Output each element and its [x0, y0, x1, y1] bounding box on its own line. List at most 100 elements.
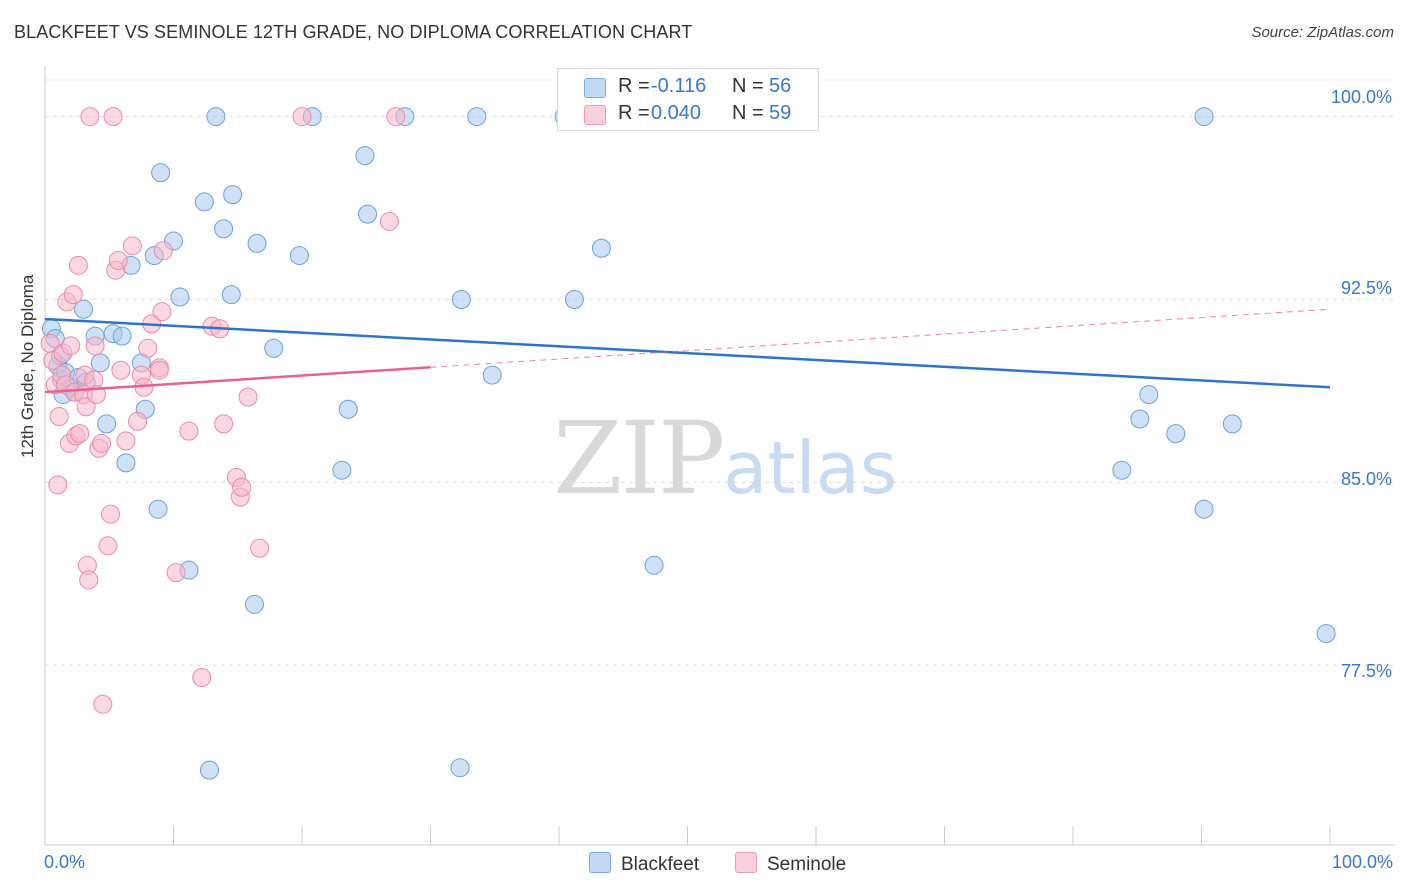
blackfeet-trend-line: [44, 317, 1331, 389]
blackfeet-point: [1194, 499, 1214, 519]
seminole-point: [116, 431, 136, 451]
seminole-point: [250, 538, 270, 558]
blackfeet-point: [1139, 385, 1159, 405]
grid-lines: [45, 79, 1395, 666]
seminole-trend-extension: [430, 308, 1331, 368]
blackfeet-point: [289, 246, 309, 266]
seminole-swatch: [735, 852, 757, 873]
blackfeet-point: [1316, 624, 1336, 644]
seminole-point: [111, 360, 131, 380]
seminole-point: [192, 667, 212, 687]
seminole-point: [153, 241, 173, 261]
y-tick-label: 85.0%: [1340, 469, 1392, 489]
seminole-point: [149, 360, 169, 380]
legend-item-blackfeet: Blackfeet: [589, 852, 699, 876]
watermark-atlas: atlas: [723, 426, 898, 510]
seminole-point: [122, 236, 142, 256]
correlation-legend: R = -0.116 N = 56 R = 0.040 N = 59: [557, 68, 819, 131]
legend-row-seminole: R = 0.040 N = 59: [558, 102, 818, 128]
seminole-point: [138, 338, 158, 358]
blackfeet-point: [358, 204, 378, 224]
legend-row-blackfeet: R = -0.116 N = 56: [558, 75, 818, 101]
r-value: 0.040: [651, 102, 702, 124]
blackfeet-point: [74, 299, 94, 319]
seminole-point: [49, 407, 69, 427]
seminole-point: [179, 421, 199, 441]
blackfeet-point: [221, 285, 241, 305]
n-value: 59: [769, 102, 792, 124]
seminole-point: [93, 694, 113, 714]
seminole-swatch: [584, 105, 606, 125]
blackfeet-point: [1112, 460, 1132, 480]
seminole-point: [238, 387, 258, 407]
blackfeet-point: [244, 594, 264, 614]
blackfeet-point: [97, 414, 117, 434]
y-axis-label: 12th Grade, No Diploma: [18, 274, 37, 458]
blackfeet-point: [112, 326, 132, 346]
blackfeet-points: [41, 107, 1336, 780]
blackfeet-point: [214, 219, 234, 239]
r-label: R =: [618, 75, 650, 97]
blackfeet-point: [90, 353, 110, 373]
blackfeet-swatch: [584, 78, 606, 98]
seminole-point: [92, 433, 112, 453]
seminole-points: [40, 107, 406, 714]
seminole-point: [48, 475, 68, 495]
blackfeet-point: [223, 185, 243, 205]
legend-label: Blackfeet: [621, 854, 700, 875]
blackfeet-point: [1194, 107, 1214, 127]
seminole-point: [98, 536, 118, 556]
blackfeet-point: [194, 192, 214, 212]
seminole-trend-line: [44, 366, 431, 394]
seminole-point: [79, 570, 99, 590]
watermark-zip: ZIP: [553, 400, 725, 517]
seminole-point: [68, 255, 88, 275]
seminole-point: [61, 336, 81, 356]
blackfeet-swatch: [589, 852, 611, 873]
blackfeet-point: [199, 760, 219, 780]
blackfeet-point: [482, 365, 502, 385]
seminole-point: [80, 107, 100, 127]
chart-title: BLACKFEET VS SEMINOLE 12TH GRADE, NO DIP…: [14, 22, 693, 42]
seminole-point: [70, 424, 90, 444]
n-label: N =: [732, 75, 764, 97]
seminole-point: [292, 107, 312, 127]
blackfeet-point: [151, 163, 171, 183]
seminole-point: [101, 504, 121, 524]
seminole-point: [166, 563, 186, 583]
seminole-point: [152, 302, 172, 322]
r-value: -0.116: [651, 75, 707, 97]
seminole-point: [63, 285, 83, 305]
watermark: ZIPatlas: [553, 400, 897, 517]
y-tick-label: 100.0%: [1330, 87, 1392, 107]
y-tick-label: 92.5%: [1340, 278, 1392, 298]
axes: [44, 66, 1395, 846]
blackfeet-point: [206, 107, 226, 127]
y-tick-label: 77.5%: [1340, 661, 1392, 681]
blackfeet-point: [332, 460, 352, 480]
blackfeet-point: [264, 338, 284, 358]
seminole-point: [128, 411, 148, 431]
blackfeet-point: [148, 499, 168, 519]
blackfeet-point: [1222, 414, 1242, 434]
seminole-point: [386, 107, 406, 127]
seminole-point: [214, 414, 234, 434]
blackfeet-point: [338, 399, 358, 419]
blackfeet-point: [591, 238, 611, 258]
seminole-point: [108, 250, 128, 270]
blackfeet-point: [1166, 424, 1186, 444]
blackfeet-point: [564, 289, 584, 309]
legend-item-seminole: Seminole: [735, 852, 846, 876]
blackfeet-point: [450, 758, 470, 778]
blackfeet-point: [451, 289, 471, 309]
trend-lines: [44, 308, 1331, 394]
seminole-point: [103, 107, 123, 127]
seminole-point: [379, 211, 399, 231]
blackfeet-point: [1130, 409, 1150, 429]
blackfeet-point: [116, 453, 136, 473]
blackfeet-point: [355, 146, 375, 166]
x-tick-label-max: 100.0%: [1331, 852, 1393, 872]
blackfeet-point: [467, 107, 487, 127]
x-tick-label-min: 0.0%: [44, 852, 86, 872]
